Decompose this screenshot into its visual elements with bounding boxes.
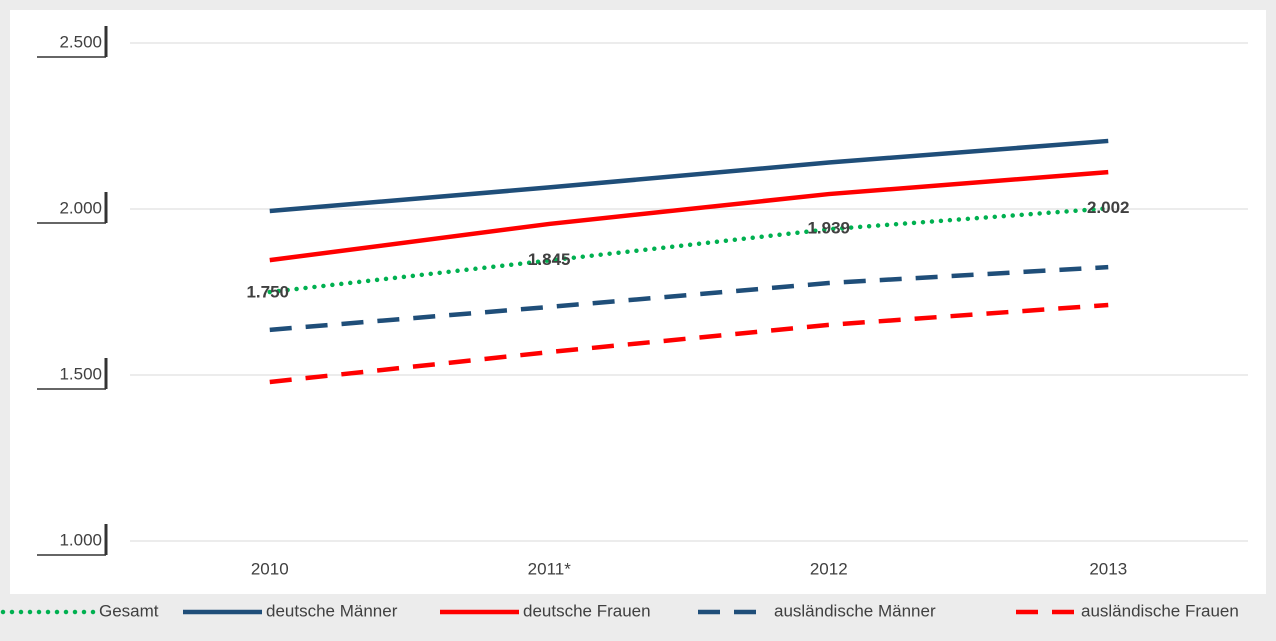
legend-label: ausländische Frauen	[1081, 601, 1239, 620]
data-label: 1.750	[246, 282, 289, 301]
series-line	[269, 138, 1109, 214]
plot-background	[10, 10, 1266, 594]
y-tick-label: 2.500	[59, 32, 102, 51]
data-label: 1.845	[528, 250, 571, 269]
series-line	[269, 264, 1109, 333]
data-label: 1.939	[807, 219, 850, 238]
x-tick-label: 2013	[1089, 559, 1127, 578]
y-tick-label: 2.000	[59, 198, 102, 217]
legend-label: Gesamt	[99, 601, 159, 620]
y-tick-label: 1.500	[59, 364, 102, 383]
tick-box	[37, 526, 105, 556]
y-tick-label: 1.000	[59, 530, 102, 549]
tick-box	[37, 360, 105, 390]
legend-label: deutsche Männer	[266, 601, 398, 620]
series-line	[269, 169, 1109, 263]
x-tick-label: 2012	[810, 559, 848, 578]
x-tick-label: 2010	[251, 559, 289, 578]
legend-label: ausländische Männer	[774, 601, 936, 620]
legend-label: deutsche Frauen	[523, 601, 651, 620]
series-line	[269, 302, 1109, 385]
series-line	[267, 206, 1111, 295]
tick-box	[37, 28, 105, 58]
x-tick-label: 2011*	[528, 559, 572, 578]
data-label: 2.002	[1087, 198, 1130, 217]
tick-box	[37, 194, 105, 224]
